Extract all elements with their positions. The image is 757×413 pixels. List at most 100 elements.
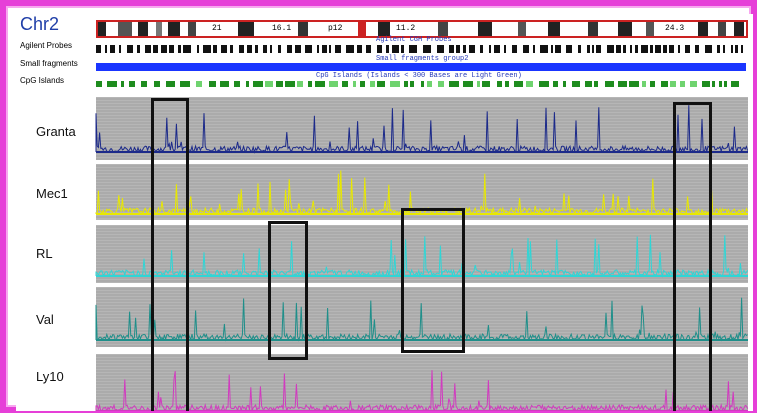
probe-mark xyxy=(145,45,151,53)
chromosome-band xyxy=(734,22,744,36)
cpg-island-mark xyxy=(629,81,639,87)
probe-mark xyxy=(480,45,483,53)
probe-mark xyxy=(329,45,331,53)
probe-mark xyxy=(230,45,233,53)
cpg-island-mark xyxy=(670,81,676,87)
signal-trace-val xyxy=(95,297,748,342)
cpg-island-mark xyxy=(497,81,502,87)
probe-mark xyxy=(489,45,491,53)
genome-browser-view: Chr2 21 16.1 p12 11.2 24.3 Agilent Probe… xyxy=(16,14,753,411)
probe-mark xyxy=(203,45,211,53)
probe-mark xyxy=(305,45,312,53)
cpg-island-mark xyxy=(482,81,490,87)
probe-mark xyxy=(635,45,638,53)
chromosome-ideogram[interactable]: 21 16.1 p12 11.2 24.3 xyxy=(96,20,748,38)
probe-mark xyxy=(401,45,404,53)
cpg-island-mark xyxy=(196,81,202,87)
cpg-island-mark xyxy=(297,81,303,87)
chromosome-band xyxy=(168,22,180,36)
probe-mark xyxy=(695,45,699,53)
sample-label-mec1: Mec1 xyxy=(36,186,68,201)
cpg-island-mark xyxy=(563,81,566,87)
cpg-island-mark xyxy=(315,81,325,87)
probe-mark xyxy=(366,45,371,53)
cpg-island-mark xyxy=(572,81,580,87)
cpg-island-mark xyxy=(234,81,240,87)
track-label-agilent: Agilent Probes xyxy=(20,41,73,50)
probe-mark xyxy=(221,45,227,53)
probe-mark xyxy=(127,45,133,53)
probe-mark xyxy=(377,45,382,53)
small-fragments-track[interactable] xyxy=(96,63,746,71)
cpg-island-mark xyxy=(342,81,348,87)
probe-mark xyxy=(278,45,281,53)
cpg-island-mark xyxy=(553,81,558,87)
panel-separator xyxy=(96,160,748,163)
probe-mark xyxy=(409,45,417,53)
cpg-island-mark xyxy=(166,81,175,87)
band-label: 16.1 xyxy=(270,22,294,36)
probe-mark xyxy=(596,45,601,53)
probe-mark xyxy=(578,45,581,53)
cpg-island-mark xyxy=(246,81,249,87)
probe-mark xyxy=(723,45,725,53)
chromosome-band xyxy=(378,22,390,36)
cpg-island-mark xyxy=(276,81,283,87)
cpg-island-mark xyxy=(129,81,135,87)
cpg-island-mark xyxy=(220,81,229,87)
probe-mark xyxy=(357,45,362,53)
cpg-island-mark xyxy=(680,81,685,87)
cpg-island-mark xyxy=(209,81,216,87)
probe-mark xyxy=(705,45,712,53)
highlight-box-center-left xyxy=(268,221,308,360)
probe-mark xyxy=(213,45,217,53)
probe-mark xyxy=(263,45,267,53)
cpg-island-mark xyxy=(585,81,592,87)
chromosome-band xyxy=(188,22,196,36)
chromosome-band xyxy=(588,22,598,36)
probe-mark xyxy=(663,45,667,53)
probe-mark xyxy=(630,45,632,53)
chromosome-band xyxy=(478,22,492,36)
probe-mark xyxy=(153,45,158,53)
cpg-island-mark xyxy=(661,81,668,87)
sample-label-rl: RL xyxy=(36,246,53,261)
cpg-island-mark xyxy=(308,81,312,87)
cpg-island-mark xyxy=(719,81,722,87)
highlight-box-center xyxy=(401,208,465,353)
band-label: 24.3 xyxy=(663,22,687,36)
cpg-island-mark xyxy=(712,81,715,87)
chromosome-band xyxy=(118,22,132,36)
band-label: 11.2 xyxy=(394,22,418,36)
cpg-island-mark xyxy=(642,81,646,87)
probe-mark xyxy=(504,45,506,53)
probe-mark xyxy=(731,45,733,53)
probe-mark xyxy=(678,45,680,53)
probe-mark xyxy=(650,45,653,53)
chromosome-band xyxy=(156,22,162,36)
highlight-box-right xyxy=(673,102,712,411)
cpg-islands-track[interactable] xyxy=(96,81,746,87)
probe-mark xyxy=(137,45,140,53)
probe-mark xyxy=(623,45,626,53)
probe-mark xyxy=(655,45,661,53)
probe-mark xyxy=(669,45,674,53)
chromosome-band xyxy=(298,22,308,36)
chromosome-band xyxy=(238,22,254,36)
cpg-island-mark xyxy=(427,81,432,87)
cpg-island-mark xyxy=(285,81,295,87)
agilent-probe-track[interactable] xyxy=(96,45,746,53)
chromosome-band xyxy=(358,22,362,36)
probe-mark xyxy=(335,45,341,53)
highlight-box-left xyxy=(151,98,189,411)
probe-mark xyxy=(169,45,174,53)
cpg-island-mark xyxy=(404,81,408,87)
probe-mark xyxy=(592,45,594,53)
chromosome-band xyxy=(548,22,560,36)
probe-mark xyxy=(105,45,107,53)
probe-mark xyxy=(295,45,301,53)
probe-mark xyxy=(641,45,648,53)
chromosome-title: Chr2 xyxy=(20,14,60,34)
signal-plots xyxy=(95,97,749,411)
